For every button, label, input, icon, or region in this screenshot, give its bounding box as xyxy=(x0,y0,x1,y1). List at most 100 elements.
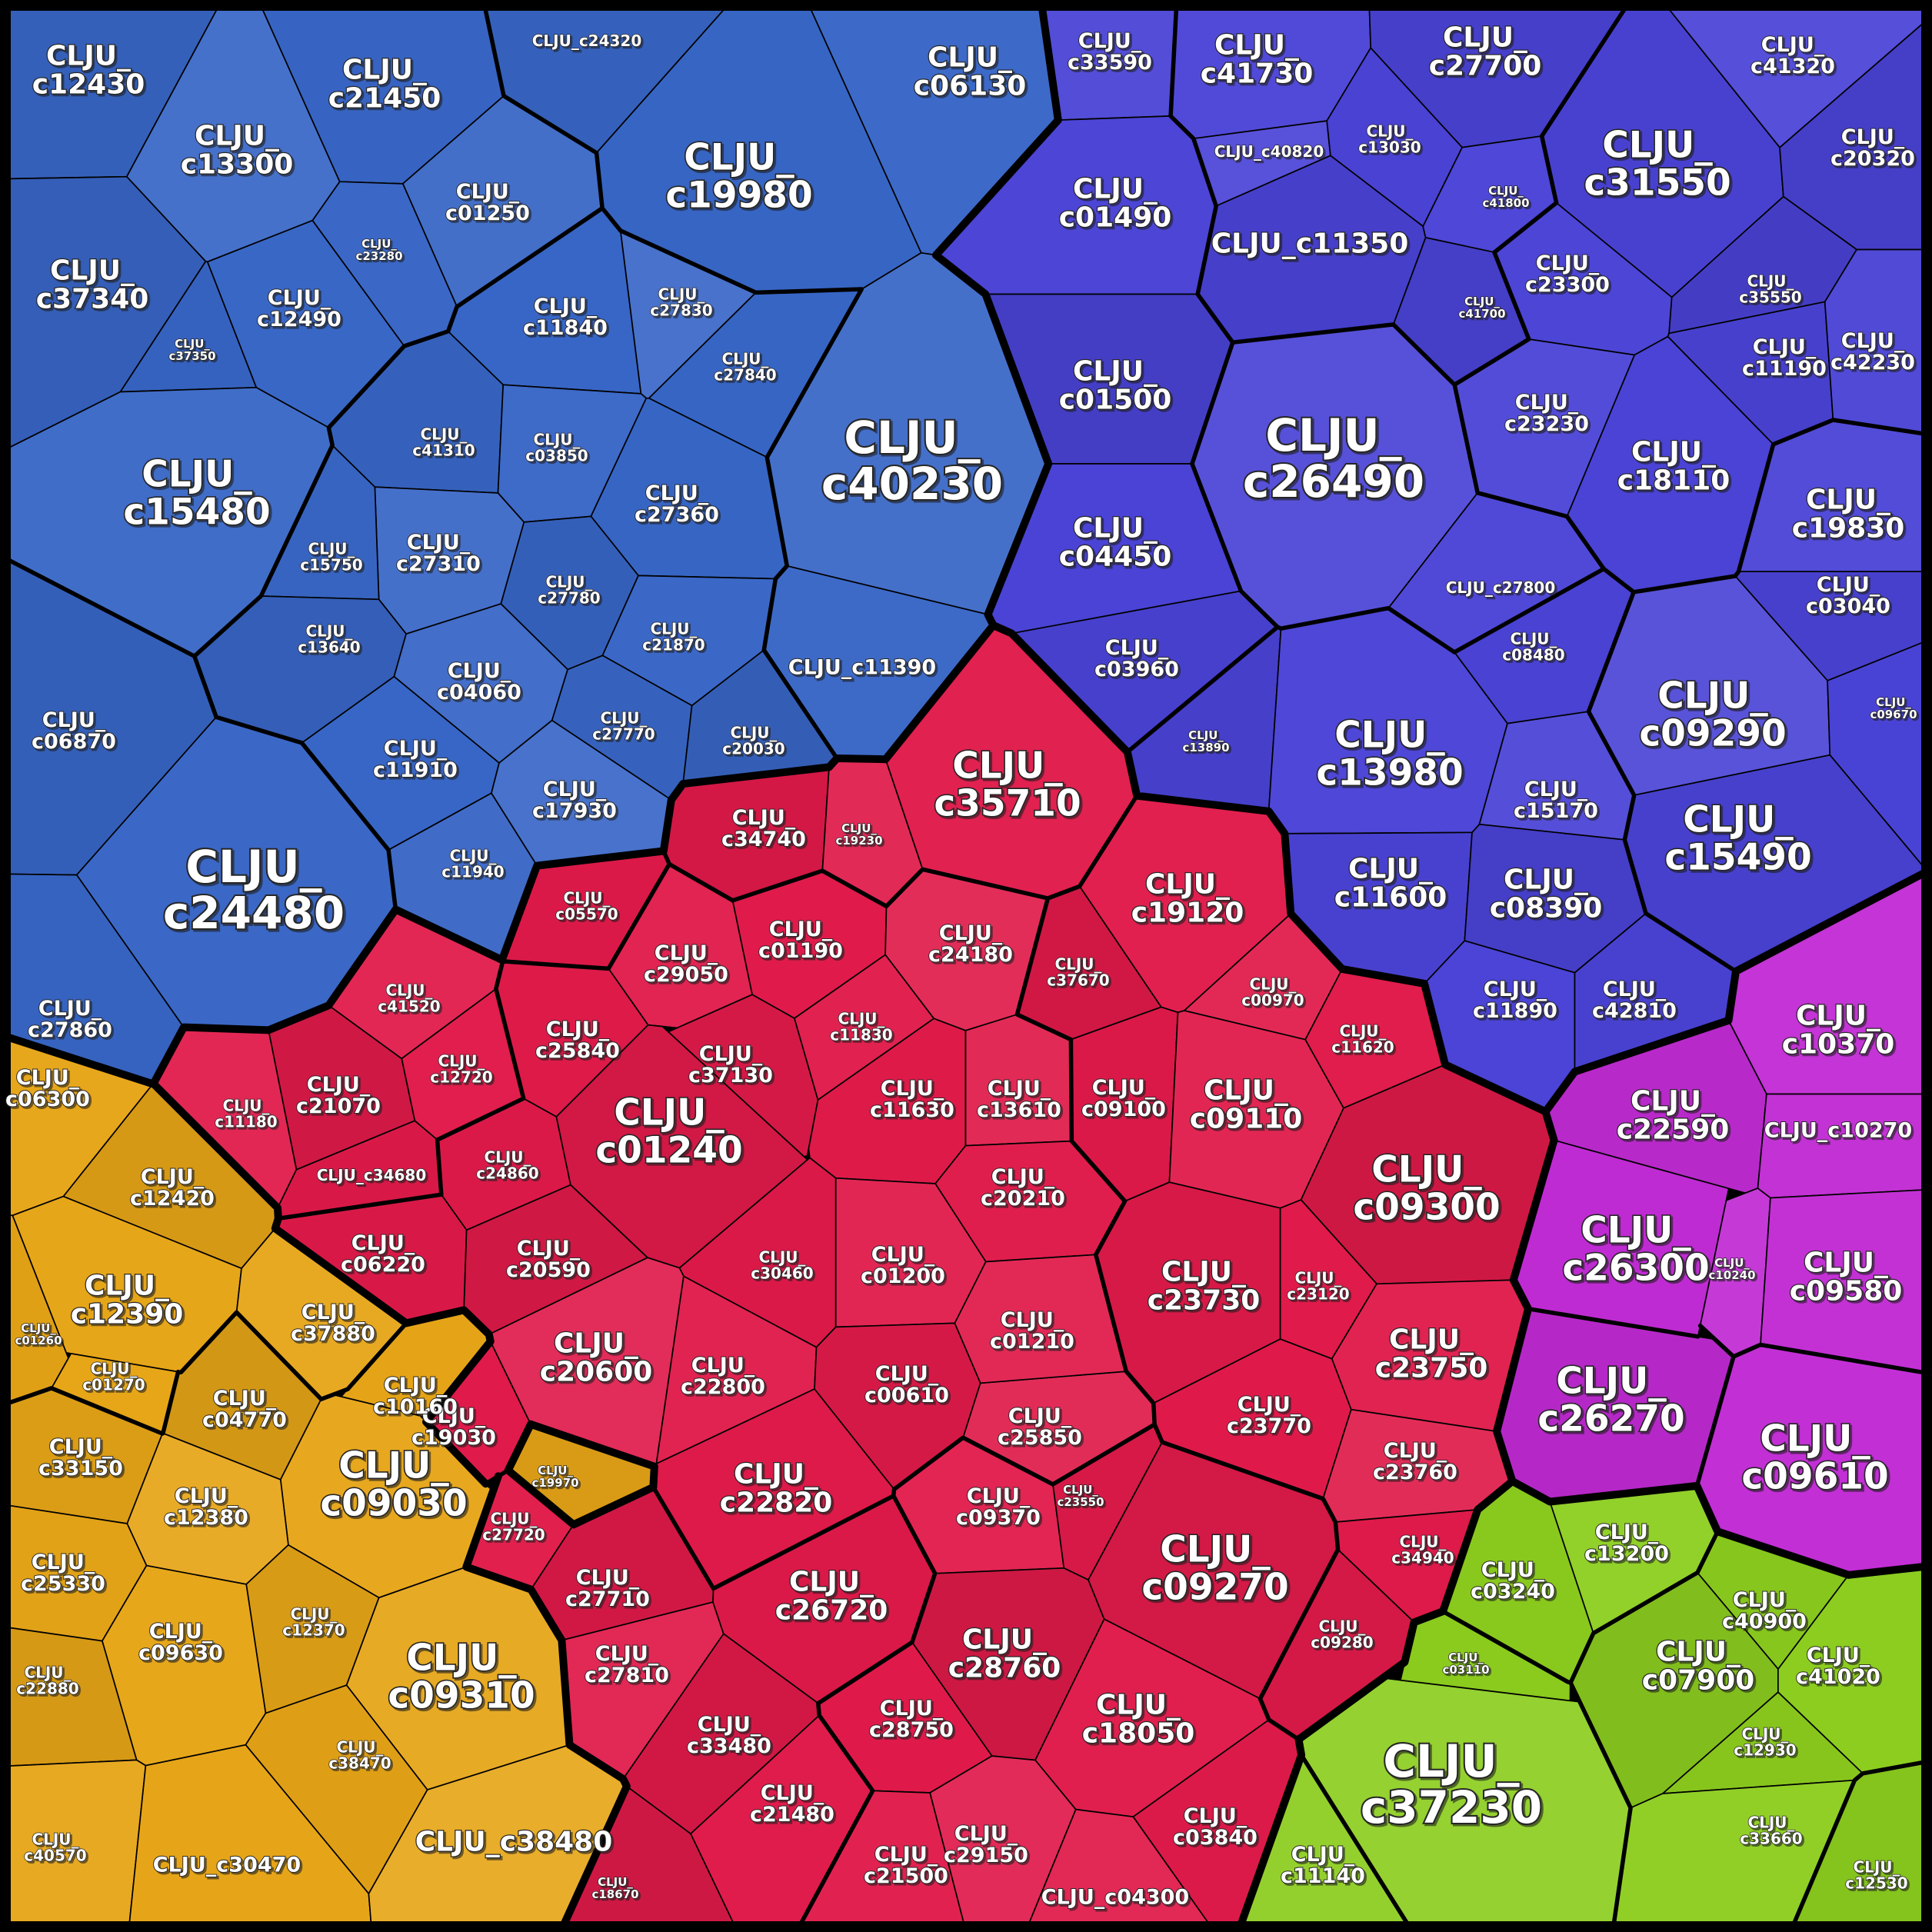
treemap-cell-label: CLJU_ c13980 xyxy=(1316,714,1463,794)
treemap-cell-label: CLJU_ c00610 xyxy=(864,1361,949,1407)
treemap-cell-label: CLJU_ c09370 xyxy=(956,1484,1041,1529)
treemap-cell-label: CLJU_ c27710 xyxy=(565,1565,650,1611)
treemap-cell-label: CLJU_ c27780 xyxy=(538,573,600,608)
treemap-cell-label: CLJU_ c09030 xyxy=(320,1444,467,1524)
treemap-cell-label: CLJU_ c06130 xyxy=(914,42,1027,102)
treemap-cell-label: CLJU_ c04450 xyxy=(1059,512,1172,572)
treemap-cell-label: CLJU_ c33150 xyxy=(38,1434,123,1480)
treemap-cell-label: CLJU_ c37130 xyxy=(688,1041,773,1087)
treemap-cell-label: CLJU_ c21870 xyxy=(642,620,705,655)
treemap-cell-label: CLJU_ c26720 xyxy=(775,1566,888,1626)
treemap-cell-label: CLJU_ c11910 xyxy=(373,736,458,781)
treemap-cell-label: CLJU_ c11180 xyxy=(215,1097,277,1131)
treemap-cell-label: CLJU_ c08480 xyxy=(1502,630,1564,665)
treemap-cell-label: CLJU_ c09300 xyxy=(1353,1148,1500,1228)
treemap-cell-label: CLJU_ c03110 xyxy=(1442,1651,1489,1677)
treemap-cell-label: CLJU_ c01500 xyxy=(1059,355,1172,415)
treemap-cell-label: CLJU_ c09110 xyxy=(1190,1074,1303,1134)
treemap-cell-label: CLJU_ c23750 xyxy=(1375,1324,1488,1384)
treemap-cell-label: CLJU_ c20590 xyxy=(506,1236,591,1281)
treemap-cell-label: CLJU_ c09630 xyxy=(138,1619,223,1664)
treemap-cell-label: CLJU_ c41800 xyxy=(1482,184,1529,210)
treemap-cell-label: CLJU_ c19970 xyxy=(531,1464,578,1490)
treemap-cell-label: CLJU_ c27770 xyxy=(592,709,655,744)
treemap-cell-label: CLJU_ c13610 xyxy=(977,1076,1061,1121)
treemap-cell-label: CLJU_ c15170 xyxy=(1514,777,1598,822)
treemap-cell-label: CLJU_c04300 xyxy=(1041,1886,1189,1910)
treemap-cell-label: CLJU_ c38470 xyxy=(328,1738,391,1773)
treemap-cell-label: CLJU_ c42230 xyxy=(1830,328,1915,374)
treemap-cell-label: CLJU_ c27700 xyxy=(1429,22,1542,82)
treemap-cell-label: CLJU_ c07900 xyxy=(1642,1636,1755,1696)
treemap-cell-label: CLJU_c10270 xyxy=(1764,1119,1912,1143)
treemap-cell[interactable] xyxy=(954,1254,1128,1384)
treemap-cell-label: CLJU_ c24480 xyxy=(163,841,345,939)
treemap-cell-label: CLJU_ c29150 xyxy=(944,1821,1028,1867)
treemap-cell-label: CLJU_ c11940 xyxy=(441,847,504,881)
treemap-cell-label: CLJU_ c27860 xyxy=(28,996,112,1041)
treemap-cell-label: CLJU_ c40900 xyxy=(1722,1587,1807,1633)
treemap-cell-label: CLJU_ c23120 xyxy=(1287,1269,1349,1304)
treemap-cell-label: CLJU_c30470 xyxy=(153,1854,301,1877)
treemap-cell-label: CLJU_ c00970 xyxy=(1241,975,1304,1010)
treemap-cell-label: CLJU_ c11840 xyxy=(523,294,608,339)
treemap-cell-label: CLJU_ c09580 xyxy=(1790,1247,1903,1307)
treemap-cell-label: CLJU_ c41020 xyxy=(1796,1643,1880,1688)
treemap-cell-label: CLJU_ c19120 xyxy=(1131,868,1244,928)
treemap-cell-label: CLJU_ c41310 xyxy=(412,425,475,460)
treemap-cell-label: CLJU_ c06300 xyxy=(5,1065,90,1111)
treemap-cell-label: CLJU_ c28760 xyxy=(948,1624,1061,1684)
treemap-cell-label: CLJU_c11390 xyxy=(788,656,936,680)
treemap-cell-label: CLJU_ c11830 xyxy=(830,1010,892,1044)
treemap-cell-label: CLJU_ c21450 xyxy=(328,54,441,114)
treemap-cell-label: CLJU_ c37670 xyxy=(1047,955,1109,990)
treemap-cell-label: CLJU_ c27830 xyxy=(650,285,712,320)
treemap-cell-label: CLJU_ c26300 xyxy=(1562,1209,1709,1289)
treemap-cell-label: CLJU_ c23300 xyxy=(1525,251,1610,296)
treemap-cell-label: CLJU_ c17930 xyxy=(532,777,617,822)
treemap-cell-label: CLJU_ c20210 xyxy=(981,1164,1065,1210)
treemap-cell-label: CLJU_ c21500 xyxy=(864,1842,948,1887)
treemap-labels: CLJU_ c12430 CLJU_ c13300 CLJU_ c21450 CLJU_ c0… xyxy=(5,21,1917,1910)
treemap-cell-label: CLJU_ c27360 xyxy=(635,481,719,526)
treemap-cell[interactable] xyxy=(1024,1808,1216,1932)
treemap-cell-label: CLJU_ c01240 xyxy=(595,1091,742,1171)
treemap-cell-label: CLJU_ c23730 xyxy=(1148,1256,1261,1316)
treemap-cell-label: CLJU_c34680 xyxy=(317,1166,427,1184)
treemap-cell-label: CLJU_ c21070 xyxy=(296,1072,381,1118)
treemap-cell-label: CLJU_ c06870 xyxy=(32,708,116,753)
treemap-cell-label: CLJU_ c20600 xyxy=(540,1327,653,1387)
treemap-cell-label: CLJU_ c42810 xyxy=(1592,977,1677,1022)
treemap-cell-label: CLJU_ c01250 xyxy=(445,179,530,225)
treemap-cell-label: CLJU_ c09610 xyxy=(1741,1417,1888,1497)
treemap-cell-label: CLJU_ c11190 xyxy=(1742,335,1827,380)
treemap-cell-label: CLJU_ c13640 xyxy=(298,622,360,657)
treemap-cell-label: CLJU_ c41320 xyxy=(1750,32,1835,78)
treemap-cell-label: CLJU_ c11140 xyxy=(1281,1842,1365,1887)
treemap-cell-label: CLJU_ c01210 xyxy=(990,1307,1074,1353)
treemap-cell-label: CLJU_ c01260 xyxy=(15,1321,62,1347)
treemap-cell-label: CLJU_ c37340 xyxy=(36,255,149,315)
treemap-cell-label: CLJU_ c06220 xyxy=(341,1231,425,1276)
treemap-cell-label: CLJU_ c26270 xyxy=(1537,1360,1684,1440)
treemap-cell-label: CLJU_ c01200 xyxy=(861,1242,945,1287)
treemap-cell-label: CLJU_ c11890 xyxy=(1473,977,1557,1022)
treemap-cell-label: CLJU_ c09670 xyxy=(1870,695,1917,721)
treemap-cell-label: CLJU_ c30460 xyxy=(751,1248,813,1283)
treemap-cell-label: CLJU_ c18110 xyxy=(1617,436,1730,496)
treemap-cell-label: CLJU_ c11620 xyxy=(1331,1022,1394,1057)
treemap-cell-label: CLJU_ c04060 xyxy=(437,658,521,704)
treemap-cell-label: CLJU_ c34940 xyxy=(1391,1533,1454,1567)
treemap-cell-label: CLJU_ c03840 xyxy=(1173,1804,1257,1849)
treemap-cell-label: CLJU_ c33660 xyxy=(1740,1814,1802,1848)
treemap-cell-label: CLJU_ c03040 xyxy=(1806,572,1890,618)
treemap-cell-label: CLJU_ c12720 xyxy=(430,1052,492,1087)
treemap-cell[interactable] xyxy=(1824,248,1932,436)
treemap-cell[interactable] xyxy=(1757,1093,1932,1199)
treemap-cell-label: CLJU_ c41520 xyxy=(378,981,440,1016)
treemap-cell-label: CLJU_ c05570 xyxy=(555,889,618,924)
treemap-cell-label: CLJU_ c19230 xyxy=(835,821,882,848)
